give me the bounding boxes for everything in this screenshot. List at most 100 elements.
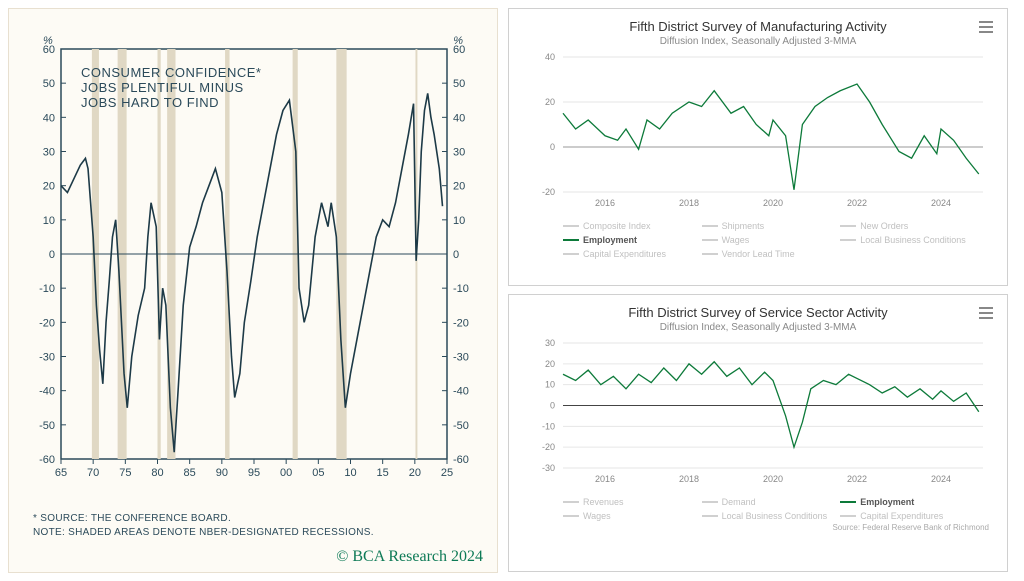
chart-title: Fifth District Survey of Service Sector … <box>523 305 993 320</box>
legend-item[interactable]: Shipments <box>702 221 841 231</box>
svg-text:-40: -40 <box>453 386 469 398</box>
svg-text:20: 20 <box>43 181 55 193</box>
y-unit-right: % <box>453 35 463 47</box>
consumer-confidence-chart: % % -60-60-50-50-40-40-30-30-20-20-10-10… <box>8 8 498 573</box>
svg-text:2020: 2020 <box>763 198 783 208</box>
legend-item[interactable]: Revenues <box>563 497 702 507</box>
svg-text:20: 20 <box>545 359 555 369</box>
svg-text:20: 20 <box>545 97 555 107</box>
legend-item[interactable]: Local Business Conditions <box>702 511 841 521</box>
svg-text:0: 0 <box>550 401 555 411</box>
legend-item[interactable]: Demand <box>702 497 841 507</box>
chart-legend: Composite Index Shipments New Orders Employ… <box>523 217 993 259</box>
svg-text:40: 40 <box>453 112 465 124</box>
svg-text:0: 0 <box>550 142 555 152</box>
svg-text:-10: -10 <box>542 421 555 431</box>
service-chart-card: Fifth District Survey of Service Sector … <box>508 294 1008 572</box>
svg-text:0: 0 <box>453 249 459 261</box>
svg-text:2018: 2018 <box>679 474 699 484</box>
legend-label: Wages <box>722 235 750 245</box>
legend-label: New Orders <box>860 221 908 231</box>
line-chart-svg: -60-60-50-50-40-40-30-30-20-20-10-100010… <box>19 19 489 489</box>
manufacturing-chart-card: Fifth District Survey of Manufacturing A… <box>508 8 1008 286</box>
legend-label: Vendor Lead Time <box>722 249 795 259</box>
legend-label: Capital Expenditures <box>860 511 943 521</box>
legend-swatch <box>702 225 718 227</box>
svg-text:-10: -10 <box>39 283 55 295</box>
legend-swatch <box>840 239 856 241</box>
chart-subtitle: Diffusion Index, Seasonally Adjusted 3-M… <box>523 322 993 333</box>
legend-label: Composite Index <box>583 221 651 231</box>
legend-swatch <box>563 253 579 255</box>
right-panel: Fifth District Survey of Manufacturing A… <box>508 8 1008 573</box>
svg-text:10: 10 <box>344 467 356 479</box>
svg-text:-30: -30 <box>453 352 469 364</box>
y-unit-left: % <box>43 35 53 47</box>
legend-label: Employment <box>583 235 637 245</box>
svg-text:10: 10 <box>545 380 555 390</box>
hamburger-menu-icon[interactable] <box>979 21 993 33</box>
svg-text:2016: 2016 <box>595 198 615 208</box>
legend-item[interactable]: Employment <box>563 235 702 245</box>
legend-label: Employment <box>860 497 914 507</box>
svg-text:10: 10 <box>453 215 465 227</box>
legend-swatch <box>702 253 718 255</box>
svg-text:-20: -20 <box>39 317 55 329</box>
chart-title: Fifth District Survey of Manufacturing A… <box>523 19 993 34</box>
legend-item[interactable]: New Orders <box>840 221 979 231</box>
svg-text:2024: 2024 <box>931 198 951 208</box>
legend-label: Capital Expenditures <box>583 249 666 259</box>
legend-label: Revenues <box>583 497 624 507</box>
svg-text:50: 50 <box>43 78 55 90</box>
svg-text:CONSUMER CONFIDENCE*: CONSUMER CONFIDENCE* <box>81 65 261 80</box>
legend-swatch <box>702 515 718 517</box>
legend-item[interactable]: Composite Index <box>563 221 702 231</box>
svg-text:JOBS HARD TO FIND: JOBS HARD TO FIND <box>81 95 219 110</box>
legend-item[interactable]: Vendor Lead Time <box>702 249 841 259</box>
legend-item[interactable]: Capital Expenditures <box>563 249 702 259</box>
svg-text:15: 15 <box>377 467 389 479</box>
chart-subtitle: Diffusion Index, Seasonally Adjusted 3-M… <box>523 36 993 47</box>
svg-text:00: 00 <box>280 467 292 479</box>
chart-footnotes: * SOURCE: THE CONFERENCE BOARD. NOTE: SH… <box>33 512 374 540</box>
legend-item[interactable]: Employment <box>840 497 979 507</box>
legend-swatch <box>702 501 718 503</box>
svg-text:-10: -10 <box>453 283 469 295</box>
legend-item[interactable]: Wages <box>563 511 702 521</box>
hamburger-menu-icon[interactable] <box>979 307 993 319</box>
svg-text:25: 25 <box>441 467 453 479</box>
line-chart-svg: -200204020162018202020222024 <box>523 47 993 212</box>
source-note: * SOURCE: THE CONFERENCE BOARD. <box>33 512 374 526</box>
chart-legend: Revenues Demand Employment Wages Local Busin… <box>523 493 993 521</box>
svg-text:05: 05 <box>312 467 324 479</box>
svg-text:-50: -50 <box>453 420 469 432</box>
svg-text:80: 80 <box>151 467 163 479</box>
svg-text:-30: -30 <box>39 352 55 364</box>
svg-text:85: 85 <box>184 467 196 479</box>
recession-note: NOTE: SHADED AREAS DENOTE NBER-DESIGNATE… <box>33 526 374 540</box>
svg-text:10: 10 <box>43 215 55 227</box>
svg-text:2016: 2016 <box>595 474 615 484</box>
legend-swatch <box>563 501 579 503</box>
legend-swatch <box>702 239 718 241</box>
line-chart-svg: -30-20-10010203020162018202020222024 <box>523 333 993 488</box>
svg-text:-20: -20 <box>542 187 555 197</box>
svg-text:30: 30 <box>43 147 55 159</box>
svg-text:JOBS PLENTIFUL MINUS: JOBS PLENTIFUL MINUS <box>81 80 244 95</box>
legend-swatch <box>840 225 856 227</box>
legend-swatch <box>563 239 579 241</box>
svg-text:20: 20 <box>453 181 465 193</box>
svg-text:30: 30 <box>545 338 555 348</box>
svg-text:2022: 2022 <box>847 198 867 208</box>
legend-label: Shipments <box>722 221 765 231</box>
legend-swatch <box>840 515 856 517</box>
legend-label: Wages <box>583 511 611 521</box>
svg-text:-40: -40 <box>39 386 55 398</box>
svg-text:2022: 2022 <box>847 474 867 484</box>
legend-item[interactable]: Wages <box>702 235 841 245</box>
svg-text:90: 90 <box>216 467 228 479</box>
legend-item[interactable]: Capital Expenditures <box>840 511 979 521</box>
svg-text:95: 95 <box>248 467 260 479</box>
legend-swatch <box>563 515 579 517</box>
legend-item[interactable]: Local Business Conditions <box>840 235 979 245</box>
